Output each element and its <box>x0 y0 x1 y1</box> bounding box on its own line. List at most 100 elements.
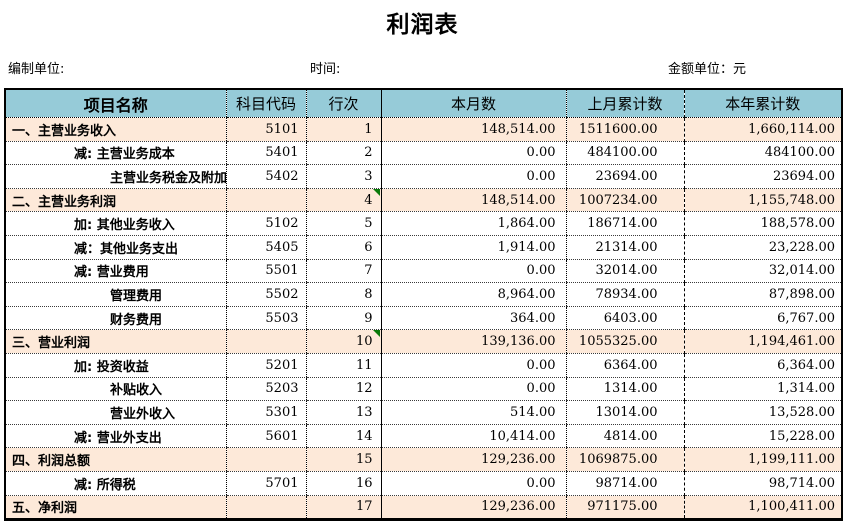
cell-prev-month-cum[interactable]: 1007234.00 <box>565 188 684 213</box>
cell-line-no[interactable]: 15 <box>305 447 381 472</box>
cell-current-month[interactable]: 1,914.00 <box>380 235 566 260</box>
cell-current-month[interactable]: 0.00 <box>380 259 566 284</box>
cell-current-month[interactable]: 1,864.00 <box>380 211 566 236</box>
cell-current-year-cum[interactable]: 98,714.00 <box>683 471 842 496</box>
cell-current-year-cum[interactable]: 1,194,461.00 <box>683 329 842 354</box>
cell-account-code[interactable] <box>225 188 306 213</box>
cell-item-name[interactable]: 四、利润总额 <box>5 447 226 472</box>
cell-current-month[interactable]: 148,514.00 <box>380 117 566 142</box>
cell-current-month[interactable]: 129,236.00 <box>380 447 566 472</box>
cell-item-name[interactable]: 主营业务税金及附加 <box>5 164 226 189</box>
cell-item-name[interactable]: 三、营业利润 <box>5 329 226 354</box>
col-header-current-month[interactable]: 本月数 <box>380 89 566 118</box>
cell-account-code[interactable]: 5405 <box>225 235 306 260</box>
cell-line-no[interactable]: 2 <box>305 141 381 166</box>
cell-prev-month-cum[interactable]: 32014.00 <box>565 259 684 284</box>
cell-line-no[interactable]: 9 <box>305 306 381 331</box>
cell-line-no[interactable]: 14 <box>305 424 381 449</box>
cell-prev-month-cum[interactable]: 1055325.00 <box>565 329 684 354</box>
cell-account-code[interactable]: 5401 <box>225 141 306 166</box>
cell-current-year-cum[interactable]: 23694.00 <box>683 164 842 189</box>
cell-item-name[interactable]: 一、主营业务收入 <box>5 117 226 142</box>
cell-account-code[interactable]: 5503 <box>225 306 306 331</box>
cell-current-year-cum[interactable]: 484100.00 <box>683 141 842 166</box>
cell-line-no[interactable]: 7 <box>305 259 381 284</box>
cell-current-month[interactable]: 514.00 <box>380 400 566 425</box>
cell-item-name[interactable]: 营业外收入 <box>5 400 226 425</box>
cell-current-month[interactable]: 0.00 <box>380 377 566 402</box>
cell-current-month[interactable]: 139,136.00 <box>380 329 566 354</box>
cell-account-code[interactable]: 5102 <box>225 211 306 236</box>
cell-item-name[interactable]: 管理费用 <box>5 282 226 307</box>
cell-current-month[interactable]: 10,414.00 <box>380 424 566 449</box>
cell-current-year-cum[interactable]: 1,660,114.00 <box>683 117 842 142</box>
cell-account-code[interactable]: 5701 <box>225 471 306 496</box>
cell-account-code[interactable]: 5402 <box>225 164 306 189</box>
cell-item-name[interactable]: 减: 主营业务成本 <box>5 141 226 166</box>
cell-current-month[interactable]: 0.00 <box>380 353 566 378</box>
cell-item-name[interactable]: 五、净利润 <box>5 495 226 520</box>
col-header-prev-month-cum[interactable]: 上月累计数 <box>565 89 684 118</box>
col-header-item-name[interactable]: 项目名称 <box>5 89 226 118</box>
col-header-current-year-cum[interactable]: 本年累计数 <box>683 89 842 118</box>
cell-line-no[interactable]: 1 <box>305 117 381 142</box>
cell-line-no[interactable]: 6 <box>305 235 381 260</box>
cell-current-month[interactable]: 0.00 <box>380 164 566 189</box>
cell-prev-month-cum[interactable]: 1511600.00 <box>565 117 684 142</box>
cell-line-no[interactable]: 17 <box>305 495 381 520</box>
cell-prev-month-cum[interactable]: 13014.00 <box>565 400 684 425</box>
cell-line-no[interactable]: 10 <box>305 329 381 354</box>
cell-line-no[interactable]: 4 <box>305 188 381 213</box>
cell-item-name[interactable]: 减：其他业务支出 <box>5 235 226 260</box>
cell-current-month[interactable]: 364.00 <box>380 306 566 331</box>
cell-line-no[interactable]: 8 <box>305 282 381 307</box>
cell-current-month[interactable]: 0.00 <box>380 141 566 166</box>
cell-item-name[interactable]: 二、主营业务利润 <box>5 188 226 213</box>
cell-line-no[interactable]: 13 <box>305 400 381 425</box>
cell-prev-month-cum[interactable]: 6403.00 <box>565 306 684 331</box>
cell-prev-month-cum[interactable]: 484100.00 <box>565 141 684 166</box>
cell-line-no[interactable]: 11 <box>305 353 381 378</box>
cell-account-code[interactable] <box>225 495 306 520</box>
cell-current-year-cum[interactable]: 32,014.00 <box>683 259 842 284</box>
cell-line-no[interactable]: 16 <box>305 471 381 496</box>
cell-current-year-cum[interactable]: 87,898.00 <box>683 282 842 307</box>
col-header-account-code[interactable]: 科目代码 <box>225 89 306 118</box>
cell-account-code[interactable] <box>225 329 306 354</box>
cell-item-name[interactable]: 减: 营业外支出 <box>5 424 226 449</box>
cell-current-year-cum[interactable]: 6,364.00 <box>683 353 842 378</box>
cell-prev-month-cum[interactable]: 98714.00 <box>565 471 684 496</box>
cell-current-year-cum[interactable]: 1,314.00 <box>683 377 842 402</box>
cell-account-code[interactable]: 5601 <box>225 424 306 449</box>
cell-current-year-cum[interactable]: 15,228.00 <box>683 424 842 449</box>
cell-account-code[interactable]: 5301 <box>225 400 306 425</box>
cell-prev-month-cum[interactable]: 971175.00 <box>565 495 684 520</box>
cell-prev-month-cum[interactable]: 1069875.00 <box>565 447 684 472</box>
cell-current-month[interactable]: 0.00 <box>380 471 566 496</box>
cell-prev-month-cum[interactable]: 23694.00 <box>565 164 684 189</box>
cell-account-code[interactable] <box>225 447 306 472</box>
cell-current-month[interactable]: 129,236.00 <box>380 495 566 520</box>
cell-item-name[interactable]: 财务费用 <box>5 306 226 331</box>
cell-prev-month-cum[interactable]: 78934.00 <box>565 282 684 307</box>
cell-prev-month-cum[interactable]: 4814.00 <box>565 424 684 449</box>
cell-item-name[interactable]: 减: 营业费用 <box>5 259 226 284</box>
cell-current-year-cum[interactable]: 23,228.00 <box>683 235 842 260</box>
cell-current-year-cum[interactable]: 6,767.00 <box>683 306 842 331</box>
cell-line-no[interactable]: 5 <box>305 211 381 236</box>
col-header-line-no[interactable]: 行次 <box>305 89 381 118</box>
cell-item-name[interactable]: 加: 其他业务收入 <box>5 211 226 236</box>
cell-current-month[interactable]: 8,964.00 <box>380 282 566 307</box>
cell-current-year-cum[interactable]: 13,528.00 <box>683 400 842 425</box>
cell-item-name[interactable]: 补贴收入 <box>5 377 226 402</box>
cell-current-year-cum[interactable]: 188,578.00 <box>683 211 842 236</box>
cell-account-code[interactable]: 5502 <box>225 282 306 307</box>
cell-line-no[interactable]: 12 <box>305 377 381 402</box>
cell-account-code[interactable]: 5101 <box>225 117 306 142</box>
cell-current-year-cum[interactable]: 1,199,111.00 <box>683 447 842 472</box>
cell-account-code[interactable]: 5501 <box>225 259 306 284</box>
cell-current-year-cum[interactable]: 1,100,411.00 <box>683 495 842 520</box>
cell-item-name[interactable]: 减: 所得税 <box>5 471 226 496</box>
cell-prev-month-cum[interactable]: 21314.00 <box>565 235 684 260</box>
cell-item-name[interactable]: 加: 投资收益 <box>5 353 226 378</box>
